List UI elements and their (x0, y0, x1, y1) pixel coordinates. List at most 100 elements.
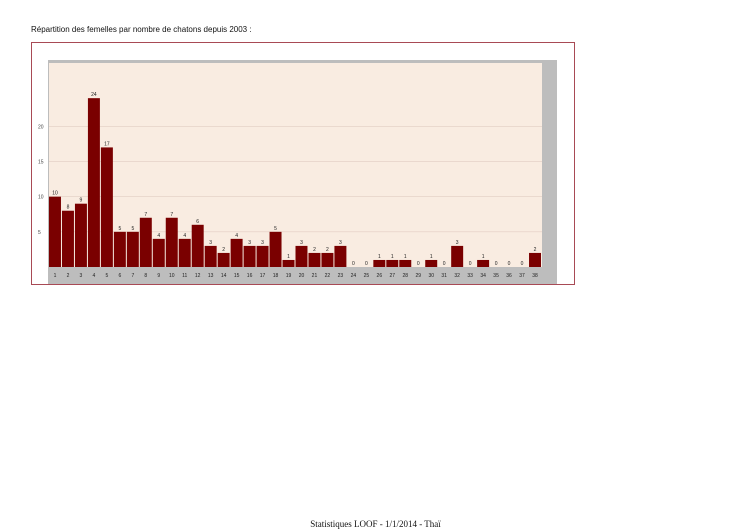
y-tick-label: 20 (38, 124, 44, 130)
bar (269, 231, 282, 267)
bar (451, 245, 464, 267)
data-label: 7 (144, 212, 147, 218)
x-tick-label: 16 (247, 273, 253, 279)
bar-chart: 5101520101829324417556577849710411612313… (38, 60, 557, 284)
x-tick-label: 18 (273, 273, 279, 279)
x-tick-label: 15 (234, 273, 240, 279)
bar (334, 245, 347, 267)
bar (87, 98, 100, 267)
bar (256, 245, 269, 267)
data-label: 5 (118, 226, 121, 232)
x-tick-label: 35 (493, 273, 499, 279)
data-label: 6 (196, 219, 199, 225)
x-tick-label: 4 (93, 273, 96, 279)
x-tick-label: 25 (364, 273, 370, 279)
bar (386, 259, 399, 267)
bar (113, 231, 126, 267)
x-tick-label: 24 (351, 273, 357, 279)
x-tick-label: 8 (144, 273, 147, 279)
data-label: 7 (170, 212, 173, 218)
bar (321, 252, 334, 267)
data-label: 2 (313, 247, 316, 253)
data-label: 5 (131, 226, 134, 232)
x-tick-label: 20 (299, 273, 305, 279)
page-footer: Statistiques LOOF - 1/1/2014 - Thaï (310, 519, 441, 529)
bar (477, 259, 490, 267)
x-tick-label: 32 (454, 273, 460, 279)
data-label: 3 (248, 240, 251, 246)
bar (308, 252, 321, 267)
data-label: 3 (456, 240, 459, 246)
x-tick-label: 14 (221, 273, 227, 279)
x-tick-label: 12 (195, 273, 201, 279)
x-tick-label: 17 (260, 273, 266, 279)
data-label: 0 (443, 261, 446, 267)
x-tick-label: 1 (54, 273, 57, 279)
data-label: 4 (183, 233, 186, 239)
data-label: 0 (495, 261, 498, 267)
data-label: 9 (80, 198, 83, 204)
x-tick-label: 33 (467, 273, 473, 279)
data-label: 0 (352, 261, 355, 267)
data-label: 1 (482, 254, 485, 260)
data-label: 0 (417, 261, 420, 267)
x-tick-label: 10 (169, 273, 175, 279)
x-tick-label: 27 (390, 273, 396, 279)
bar (49, 196, 61, 267)
x-tick-label: 5 (105, 273, 108, 279)
bar (295, 245, 308, 267)
data-label: 0 (469, 261, 472, 267)
bar (399, 259, 412, 267)
x-tick-label: 23 (338, 273, 344, 279)
x-tick-label: 21 (312, 273, 318, 279)
bar (230, 238, 243, 267)
x-tick-label: 6 (118, 273, 121, 279)
bar (529, 252, 541, 267)
data-label: 4 (235, 233, 238, 239)
bar (178, 238, 191, 267)
data-label: 1 (430, 254, 433, 260)
bar (204, 245, 217, 267)
y-tick-label: 15 (38, 159, 44, 165)
data-label: 1 (391, 254, 394, 260)
bar (152, 238, 165, 267)
x-tick-label: 38 (532, 273, 538, 279)
data-label: 2 (222, 247, 225, 253)
data-label: 8 (67, 205, 70, 211)
data-label: 0 (508, 261, 511, 267)
data-label: 0 (365, 261, 368, 267)
chart-frame: 5 10 15 20 10 1 8 2 9 3 24 4 17 5 5 6 5 7 7 8 4 9 7 10 4 11 6 12 3 13… (31, 42, 575, 285)
x-tick-label: 13 (208, 273, 214, 279)
x-tick-label: 19 (286, 273, 292, 279)
x-tick-label: 30 (428, 273, 434, 279)
bar (165, 217, 178, 267)
chart-heading: Répartition des femelles par nombre de c… (31, 25, 252, 34)
x-tick-label: 36 (506, 273, 512, 279)
x-tick-label: 26 (377, 273, 383, 279)
data-label: 2 (534, 247, 537, 253)
x-tick-label: 37 (519, 273, 525, 279)
bar (139, 217, 152, 267)
bar (217, 252, 230, 267)
data-label: 3 (261, 240, 264, 246)
x-tick-label: 34 (480, 273, 486, 279)
bar (282, 259, 295, 267)
data-label: 1 (287, 254, 290, 260)
x-tick-label: 7 (131, 273, 134, 279)
x-tick-label: 11 (182, 273, 187, 279)
x-tick-label: 2 (67, 273, 70, 279)
data-label: 24 (91, 92, 97, 98)
data-label: 4 (157, 233, 160, 239)
x-tick-label: 22 (325, 273, 331, 279)
x-tick-label: 29 (415, 273, 421, 279)
x-tick-label: 31 (441, 273, 447, 279)
data-label: 17 (104, 141, 110, 147)
data-label: 5 (274, 226, 277, 232)
data-label: 3 (339, 240, 342, 246)
data-label: 3 (209, 240, 212, 246)
data-label: 1 (404, 254, 407, 260)
x-tick-label: 3 (80, 273, 83, 279)
bar (74, 203, 87, 267)
data-label: 0 (521, 261, 524, 267)
y-tick-label: 5 (38, 230, 41, 236)
